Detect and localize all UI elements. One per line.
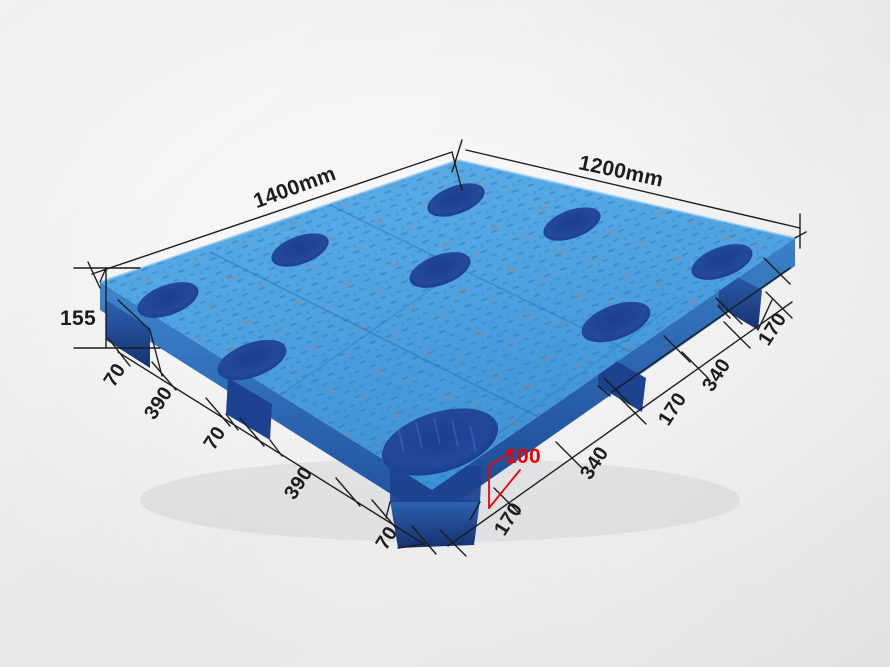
tick-left-2	[205, 397, 231, 427]
tick-left-5	[371, 499, 397, 529]
dimline-right-chain	[447, 301, 793, 547]
ext-1200-tick	[794, 231, 807, 239]
ext-155-link-top	[99, 267, 107, 283]
proj-right-b	[717, 305, 731, 319]
foot-recess-back-right	[543, 207, 601, 241]
tick-left-6	[411, 525, 437, 555]
proj-right-c	[757, 299, 773, 331]
tick-left-1	[151, 361, 177, 391]
tick-right-0	[439, 529, 467, 557]
pallet-foot-left	[106, 300, 150, 368]
tick-right-u2	[715, 297, 743, 325]
pallet-foot-right-mid	[598, 352, 646, 412]
tick-left-3	[239, 417, 265, 447]
foot-recess-ribs	[397, 417, 477, 453]
deck-top-highlight	[99, 158, 796, 283]
tick-right-2	[555, 441, 583, 469]
foot-recess-back-left	[271, 233, 329, 267]
foot-recess-mid-left	[137, 282, 199, 318]
dimension-lines	[73, 139, 807, 557]
ext-1400-start	[87, 261, 101, 289]
proj-right-d	[469, 501, 481, 521]
proj-left-b	[225, 413, 239, 431]
dimline-1200	[465, 149, 801, 229]
tick-right-3	[619, 397, 647, 425]
tick-right-u0	[603, 377, 631, 405]
tick-left-0	[107, 337, 131, 367]
tick-right-6	[765, 291, 793, 319]
proj-right-a	[597, 385, 611, 397]
proj-left-c	[269, 439, 283, 457]
tick-right-5	[723, 321, 751, 349]
dimline-1400	[91, 151, 453, 275]
ext-1400-end	[451, 151, 463, 191]
foot-recess-front-right	[581, 301, 651, 343]
dimline-right-chain-upper	[611, 267, 791, 393]
dimline-left-chain	[117, 351, 425, 545]
ext-155-link-bottom	[117, 299, 151, 331]
redline-leader-bottom	[488, 469, 521, 509]
foot-recess-front-center	[381, 408, 499, 476]
proj-left-e	[397, 543, 425, 549]
foot-recess-mid-right	[691, 244, 753, 280]
foot-recess-front-left	[217, 339, 287, 381]
foot-recess-back-center	[427, 183, 485, 217]
proj-left-a	[149, 329, 163, 377]
foot-height-callout	[488, 449, 521, 509]
pallet-foot-left-mid	[226, 378, 272, 440]
proj-left-d	[385, 501, 391, 519]
tick-right-u1	[663, 335, 691, 363]
ext-1200-start	[451, 139, 463, 173]
foot-recess-group	[137, 183, 753, 476]
pallet-foot-front	[390, 500, 480, 548]
redline-leader-top	[488, 449, 515, 467]
tick-right-1	[493, 487, 521, 515]
tick-right-4	[681, 351, 709, 379]
foot-recess-mid-center	[409, 252, 471, 288]
tick-right-u3	[763, 257, 791, 285]
tick-left-4	[335, 477, 361, 507]
